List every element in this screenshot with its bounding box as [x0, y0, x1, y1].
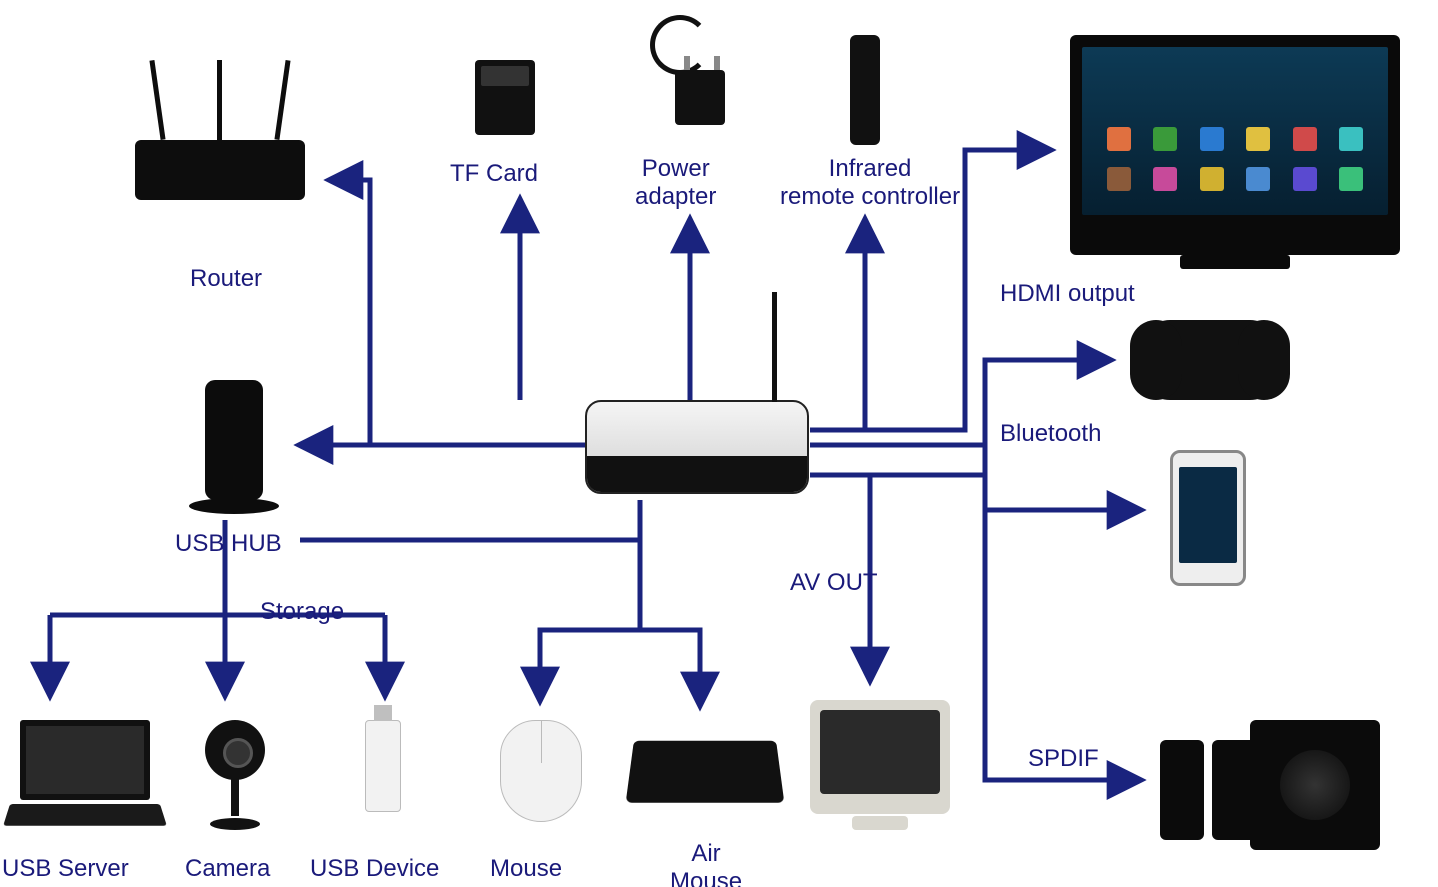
mouse-device [500, 720, 582, 822]
remote-device [850, 35, 880, 145]
usb-hub-device [205, 380, 263, 500]
av-out-label: AV OUT [790, 569, 878, 597]
usb-stick-label: USB Device [310, 855, 439, 883]
power-adapter-label: Power adapter [635, 155, 716, 211]
edge-hub-to-router [330, 180, 585, 445]
edge-hub-to-remote [810, 220, 865, 430]
spdif-label: SPDIF [1028, 745, 1099, 773]
mouse-label: Mouse [490, 855, 562, 883]
crt-tv-device [810, 700, 950, 830]
webcam-device [195, 720, 275, 830]
bluetooth-label: Bluetooth [1000, 420, 1101, 448]
webcam-label: Camera [185, 855, 270, 883]
air-mouse-device [630, 735, 780, 805]
laptop-device [10, 720, 160, 830]
phone-device [1170, 450, 1246, 586]
hdmi-output-label: HDMI output [1000, 280, 1135, 308]
tfcard-device [475, 60, 535, 135]
laptop-label: USB Server [2, 855, 129, 883]
router-label: Router [190, 265, 262, 293]
tv-device [1070, 35, 1400, 255]
speakers-device [1160, 700, 1380, 870]
air-mouse-label: Air Mouse [670, 840, 742, 887]
edge-hub-to-air [640, 630, 700, 705]
center-android-box [585, 400, 809, 494]
gamepad-device [1140, 320, 1280, 400]
power-adapter-device [650, 25, 730, 125]
router-device [135, 140, 305, 200]
remote-label: Infrared remote controller [780, 155, 960, 211]
diagram-canvas: { "meta": { "type": "network", "width": … [0, 0, 1438, 887]
edge-hub-to-bt2 [985, 445, 1140, 510]
storage-label: Storage [260, 598, 344, 626]
tfcard-label: TF Card [450, 160, 538, 188]
edge-hub-to-mouse [540, 500, 640, 700]
usb-stick-device [365, 720, 401, 812]
usb-hub-label: USB HUB [175, 530, 282, 558]
